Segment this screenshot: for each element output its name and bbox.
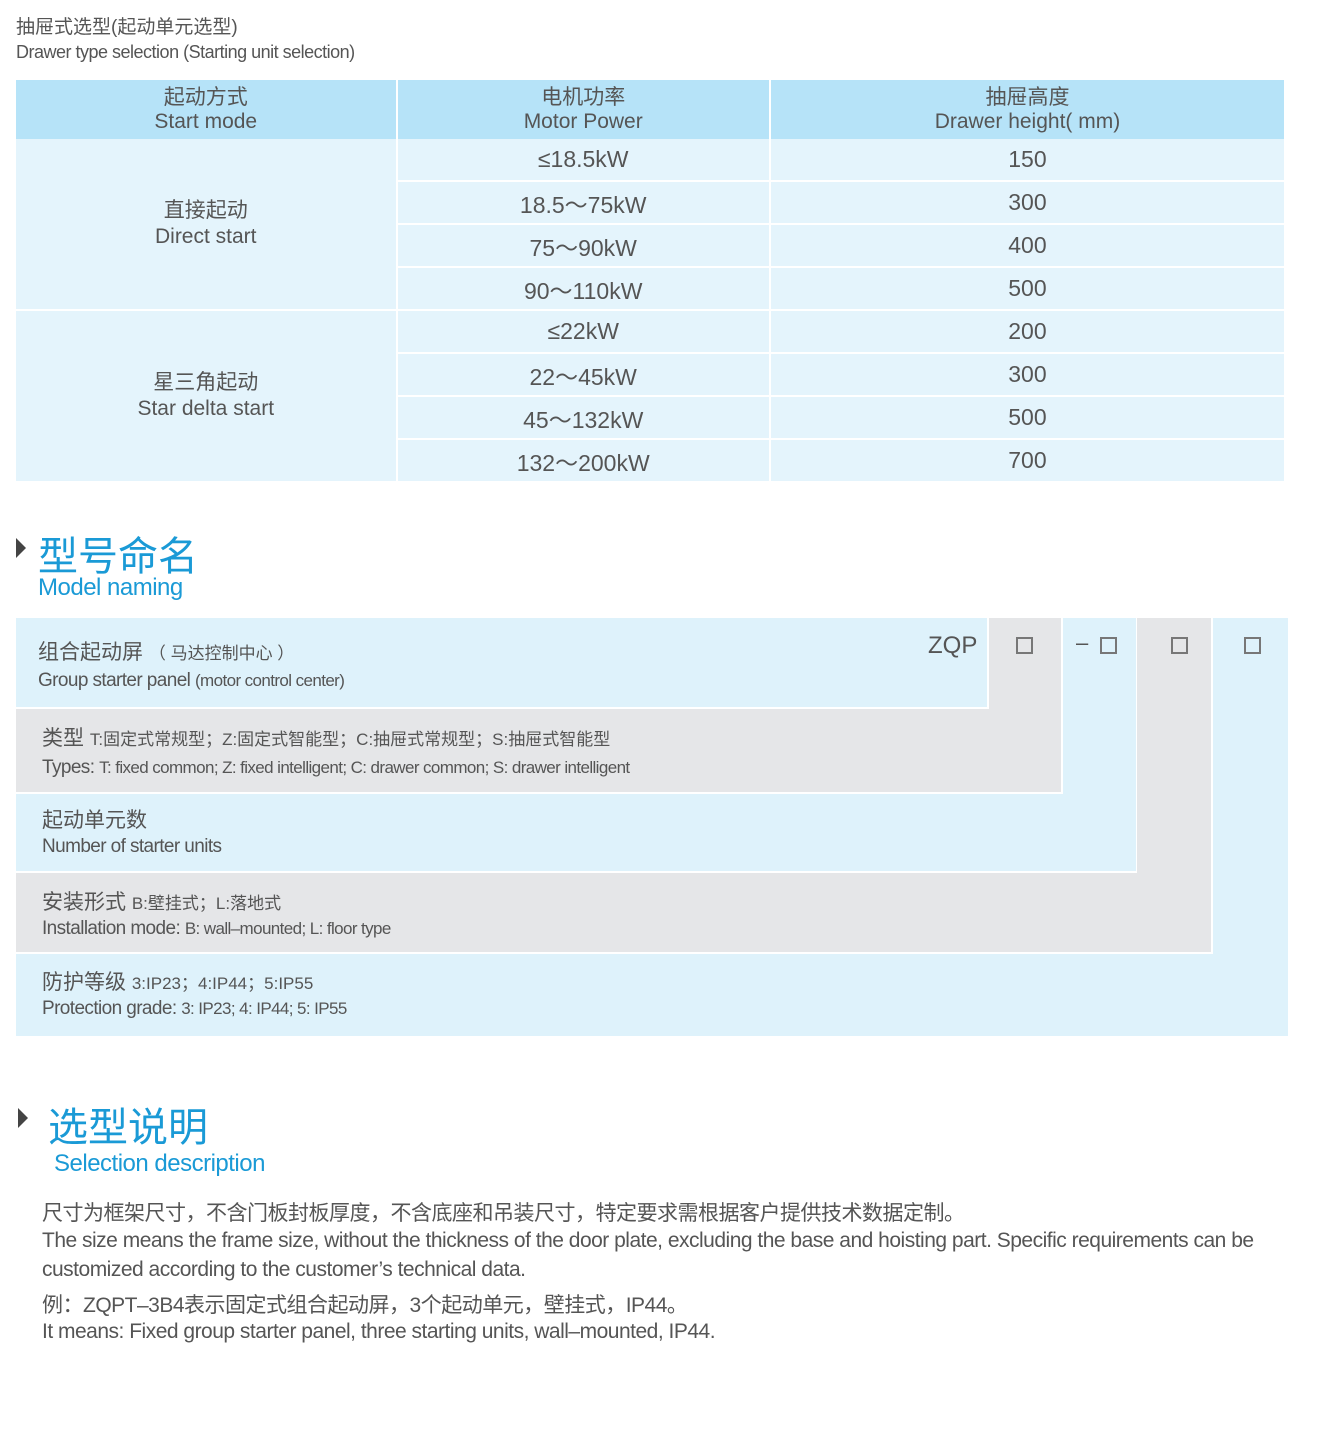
mode-zh: 星三角起动 (153, 371, 259, 394)
motor-power-cell: 132～200kW (396, 439, 771, 483)
naming-row-2 (16, 709, 1061, 792)
motor-power-cell: 18.5～75kW (396, 181, 771, 225)
table-row: 90～110kW 500 (16, 267, 1284, 311)
drawer-height-cell: 500 (769, 396, 1284, 440)
motor-power-cell: 45～132kW (396, 396, 771, 440)
naming-label-zh: 起动单元数 (42, 809, 147, 832)
table-row: 132～200kW 700 (16, 439, 1284, 483)
table-row: 22～45kW 300 (16, 353, 1284, 397)
naming-label-en: Installation mode: B: wall–mounted; L: f… (42, 918, 391, 939)
desc-line: It means: Fixed group starter panel, thr… (42, 1320, 716, 1343)
section-arrow-icon (18, 1108, 28, 1128)
drawer-height-cell: 150 (769, 139, 1284, 182)
drawer-height-cell: 300 (769, 353, 1284, 397)
naming-row-4 (16, 873, 1211, 952)
code-box-icon (1171, 637, 1188, 654)
naming-label-en: Protection grade: 3: IP23; 4: IP44; 5: I… (42, 998, 347, 1019)
code-box-icon (1244, 637, 1261, 654)
motor-power-cell: ≤22kW (396, 310, 771, 354)
drawer-height-cell: 300 (769, 181, 1284, 225)
drawer-height-cell: 200 (769, 310, 1284, 354)
drawer-height-cell: 500 (769, 267, 1284, 311)
motor-power-cell: 75～90kW (396, 224, 771, 268)
mode-en: Star delta start (137, 397, 275, 420)
model-prefix: ZQP (928, 632, 978, 659)
naming-label-zh: 防护等级 3:IP23；4:IP44；5:IP55 (42, 971, 314, 994)
naming-row-1 (16, 618, 987, 707)
desc-line: 尺寸为框架尺寸，不含门板封板厚度，不含底座和吊装尺寸，特定要求需根据客户提供技术… (42, 1202, 965, 1225)
section-title-en: Model naming (38, 574, 183, 601)
naming-label-zh: 安装形式 B:壁挂式；L:落地式 (42, 891, 282, 914)
table-row: 18.5～75kW 300 (16, 181, 1284, 225)
motor-power-cell: ≤18.5kW (396, 139, 771, 182)
start-mode-cell: 直接起动 Direct start (16, 139, 398, 311)
drawer-height-cell: 700 (769, 439, 1284, 483)
section-title-zh: 型号命名 (38, 535, 198, 579)
motor-power-cell: 22～45kW (396, 353, 771, 397)
desc-line: The size means the frame size, without t… (42, 1229, 1254, 1252)
code-box-icon (1016, 637, 1033, 654)
section-arrow-icon (16, 538, 26, 558)
mode-en: Direct start (154, 225, 257, 248)
naming-label-en: Group starter panel (motor control cente… (38, 670, 345, 691)
col-header: 起动方式 Start mode (16, 80, 398, 139)
start-mode-cell: 星三角起动 Star delta start (16, 310, 398, 483)
desc-line: 例：ZQPT–3B4表示固定式组合起动屏，3个起动单元，壁挂式，IP44。 (42, 1294, 688, 1317)
code-box-icon (1100, 637, 1117, 654)
naming-row-3 (16, 794, 1136, 871)
motor-power-cell: 90～110kW (396, 267, 771, 311)
desc-line: customized according to the customer’s t… (42, 1258, 526, 1281)
section-title-en: Selection description (54, 1150, 265, 1177)
mode-zh: 直接起动 (163, 199, 248, 222)
naming-label-zh: 组合起动屏 （ 马达控制中心 ） (38, 641, 295, 664)
section-title-zh: 选型说明 (48, 1106, 208, 1150)
drawer-height-cell: 400 (769, 224, 1284, 268)
table-row: 星三角起动 Star delta start ≤22kW 200 (16, 310, 1284, 483)
page-title-en: Drawer type selection (Starting unit sel… (16, 42, 355, 62)
naming-row-5 (16, 954, 1288, 1036)
col-header: 抽屉高度 Drawer height( mm) (769, 80, 1284, 139)
naming-label-en: Number of starter units (42, 836, 222, 857)
col-header: 电机功率 Motor Power (396, 80, 771, 139)
table-row: 45～132kW 500 (16, 396, 1284, 440)
naming-label-zh: 类型 T:固定式常规型；Z:固定式智能型；C:抽屉式常规型；S:抽屉式智能型 (42, 727, 611, 750)
table-row: 直接起动 Direct start ≤18.5kW 150 (16, 139, 1284, 311)
table-row: 75～90kW 400 (16, 224, 1284, 268)
naming-label-en: Types: T: fixed common; Z: fixed intelli… (42, 757, 630, 778)
page-title-zh: 抽屉式选型(起动单元选型) (16, 17, 238, 38)
dash: – (1076, 630, 1089, 655)
drawer-selection-table: 起动方式 Start mode 电机功率 Motor Power 抽屉高度 Drawe… (16, 80, 1284, 483)
